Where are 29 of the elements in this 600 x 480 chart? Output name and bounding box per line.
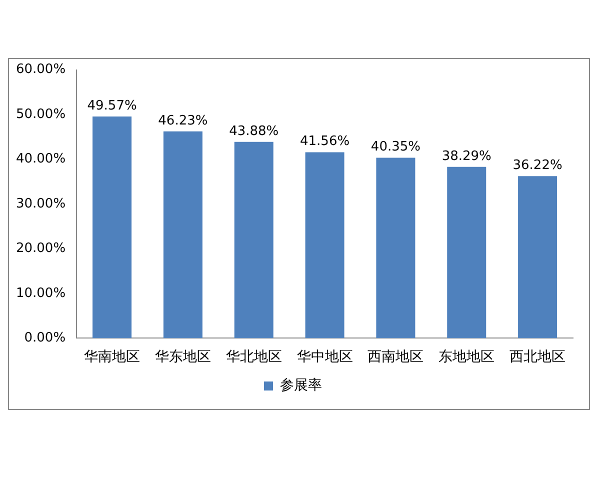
- x-tick-label: 华东地区: [154, 349, 211, 366]
- x-tick-label: 东地地区: [438, 349, 495, 366]
- y-tick-label: 0.00%: [24, 330, 66, 346]
- legend-label: 参展率: [280, 378, 322, 394]
- y-tick-label: 30.00%: [16, 196, 66, 212]
- x-tick-label: 西南地区: [368, 349, 424, 366]
- bar: [234, 142, 274, 338]
- y-tick-label: 20.00%: [16, 241, 66, 256]
- y-tick-label: 40.00%: [16, 152, 66, 167]
- y-tick-label: 10.00%: [16, 286, 66, 301]
- bar: [447, 166, 486, 338]
- bar: [92, 116, 132, 338]
- data-label: 36.22%: [512, 158, 562, 174]
- data-label: 38.29%: [442, 148, 492, 164]
- bar: [163, 131, 202, 338]
- x-tick-label: 华南地区: [84, 349, 140, 366]
- data-label: 41.56%: [300, 134, 350, 150]
- bar: [305, 152, 344, 338]
- data-label: 43.88%: [229, 124, 279, 139]
- data-label: 46.23%: [158, 113, 208, 128]
- x-tick-label: 华中地区: [296, 349, 353, 366]
- y-tick-label: 50.00%: [16, 106, 66, 122]
- y-tick-label: 60.00%: [16, 62, 66, 78]
- x-tick-label: 西北地区: [510, 349, 566, 366]
- data-label: 49.57%: [87, 98, 137, 114]
- bar: [518, 176, 558, 338]
- x-tick-label: 华北地区: [226, 349, 282, 366]
- bar: [376, 158, 416, 338]
- data-label: 40.35%: [370, 140, 420, 155]
